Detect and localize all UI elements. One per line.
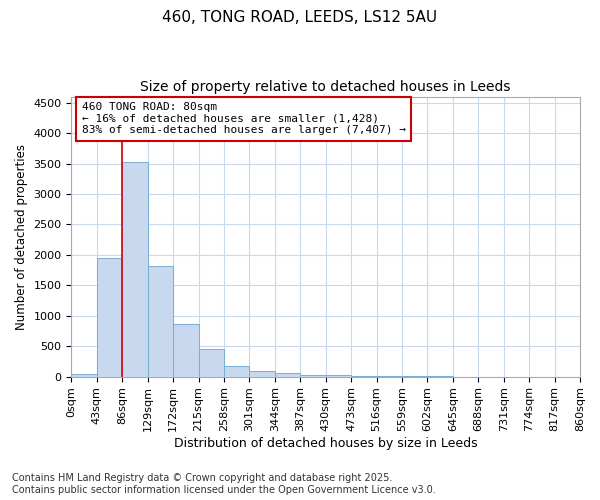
Title: Size of property relative to detached houses in Leeds: Size of property relative to detached ho… — [140, 80, 511, 94]
Bar — [97, 258, 122, 376]
Bar — [224, 366, 250, 376]
Bar — [148, 266, 173, 376]
Bar — [275, 373, 300, 376]
Bar — [250, 371, 275, 376]
Bar — [122, 162, 148, 376]
Bar — [300, 375, 326, 376]
Text: Contains HM Land Registry data © Crown copyright and database right 2025.
Contai: Contains HM Land Registry data © Crown c… — [12, 474, 436, 495]
X-axis label: Distribution of detached houses by size in Leeds: Distribution of detached houses by size … — [174, 437, 478, 450]
Bar — [71, 374, 97, 376]
Y-axis label: Number of detached properties: Number of detached properties — [15, 144, 28, 330]
Bar — [173, 324, 199, 376]
Bar — [199, 349, 224, 376]
Text: 460 TONG ROAD: 80sqm
← 16% of detached houses are smaller (1,428)
83% of semi-de: 460 TONG ROAD: 80sqm ← 16% of detached h… — [82, 102, 406, 136]
Text: 460, TONG ROAD, LEEDS, LS12 5AU: 460, TONG ROAD, LEEDS, LS12 5AU — [163, 10, 437, 25]
